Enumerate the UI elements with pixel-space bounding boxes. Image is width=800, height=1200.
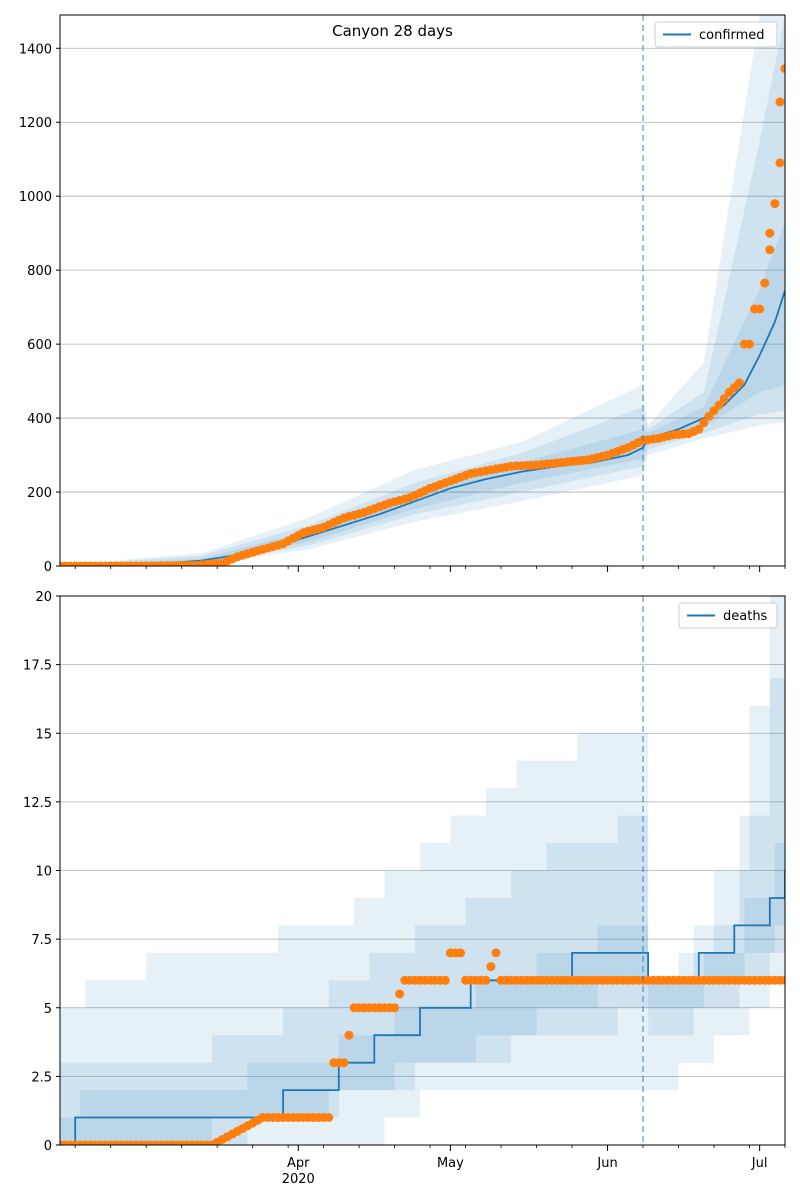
observed-point bbox=[440, 975, 450, 985]
legend-box bbox=[654, 21, 778, 48]
y-tick-label: 12.5 bbox=[23, 796, 52, 811]
y-tick-label: 5 bbox=[44, 1002, 52, 1017]
observed-point bbox=[775, 97, 785, 107]
uncertainty-band bbox=[60, 596, 785, 1145]
observed-point bbox=[486, 962, 496, 972]
y-tick-label: 1000 bbox=[19, 190, 52, 205]
legend-label: deaths bbox=[723, 609, 768, 624]
observed-point bbox=[491, 948, 501, 958]
legend: deaths bbox=[678, 602, 778, 629]
y-tick-label: 2.5 bbox=[31, 1070, 52, 1085]
chart-title: Canyon 28 days bbox=[332, 22, 453, 40]
y-tick-label: 1400 bbox=[19, 42, 52, 57]
observed-point bbox=[390, 1003, 400, 1013]
observed-point bbox=[734, 378, 744, 388]
observed-point bbox=[765, 228, 775, 238]
observed-point bbox=[745, 339, 754, 349]
x-tick-label: May bbox=[437, 1156, 464, 1171]
observed-point bbox=[765, 245, 775, 255]
observed-point bbox=[324, 1113, 334, 1122]
y-tick-label: 7.5 bbox=[31, 933, 52, 948]
observed-point bbox=[719, 394, 729, 404]
observed-point bbox=[344, 1030, 354, 1040]
uncertainty-band bbox=[60, 222, 785, 566]
uncertainty-band bbox=[60, 678, 785, 1145]
legend-label: confirmed bbox=[699, 28, 765, 43]
observed-point bbox=[339, 1058, 349, 1068]
y-tick-label: 15 bbox=[35, 727, 52, 742]
observed-point bbox=[395, 989, 405, 999]
observed-point bbox=[456, 948, 465, 958]
observed-point bbox=[780, 975, 785, 985]
y-tick-label: 800 bbox=[27, 264, 52, 279]
y-tick-label: 10 bbox=[35, 865, 52, 880]
y-tick-label: 0 bbox=[44, 1139, 52, 1154]
x-tick-year-label: 2020 bbox=[282, 1172, 315, 1187]
x-tick-label: Jun bbox=[596, 1156, 617, 1171]
legend-box bbox=[678, 602, 778, 629]
observed-point bbox=[755, 304, 765, 314]
uncertainty-band bbox=[60, 788, 785, 1145]
y-tick-label: 600 bbox=[27, 338, 52, 353]
observed-point bbox=[775, 158, 785, 168]
observed-point bbox=[699, 418, 709, 428]
y-tick-label: 20 bbox=[35, 590, 52, 605]
x-tick-label: Apr bbox=[287, 1156, 310, 1171]
observed-point bbox=[714, 400, 724, 410]
y-tick-label: 200 bbox=[27, 486, 52, 501]
uncertainty-band bbox=[60, 15, 785, 566]
y-tick-label: 17.5 bbox=[23, 659, 52, 674]
plot-area bbox=[60, 596, 785, 1145]
confirmed-panel: 0 200 400 600 800 1000 1200 1400 Canyon 28 days c… bbox=[19, 14, 786, 575]
observed-point bbox=[694, 424, 704, 434]
y-tick-label: 400 bbox=[27, 412, 52, 427]
plot-area bbox=[60, 15, 785, 566]
observed-point bbox=[780, 64, 785, 74]
uncertainty-band bbox=[60, 15, 785, 566]
legend: confirmed bbox=[654, 21, 778, 48]
x-tick-label: Jul bbox=[751, 1156, 768, 1171]
observed-point bbox=[770, 199, 780, 209]
y-tick-label: 1200 bbox=[19, 116, 52, 131]
observed-point bbox=[481, 975, 491, 985]
observed-point bbox=[760, 278, 770, 288]
y-tick-label: 0 bbox=[44, 560, 52, 575]
axes-frame bbox=[59, 14, 786, 567]
